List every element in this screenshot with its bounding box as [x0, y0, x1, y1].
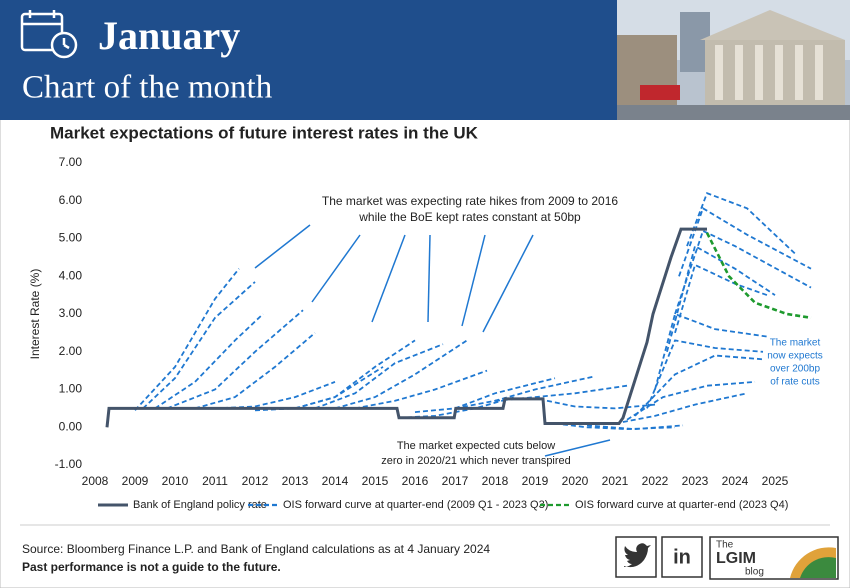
- x-tick-label: 2022: [642, 474, 669, 488]
- logo-umbrella: [800, 557, 836, 578]
- forward-curve: [142, 281, 256, 410]
- linkedin-text: in: [673, 546, 691, 568]
- logo-text: LGIM: [716, 550, 756, 567]
- annotation: of rate cuts: [770, 377, 819, 388]
- annotation: zero in 2020/21 which never transpired: [381, 455, 571, 467]
- x-tick-label: 2009: [122, 474, 149, 488]
- x-tick-label: 2024: [722, 474, 749, 488]
- forward-curve: [654, 312, 768, 390]
- x-tick-label: 2012: [242, 474, 269, 488]
- forward-curve: [634, 354, 764, 417]
- annotation: The market: [770, 338, 821, 349]
- x-tick-label: 2023: [682, 474, 709, 488]
- forward-curve: [586, 424, 684, 431]
- forward-curve: [166, 309, 304, 410]
- x-tick-label: 2021: [602, 474, 629, 488]
- annotation: The market was expecting rate hikes from…: [322, 194, 618, 208]
- source: Source: Bloomberg Finance L.P. and Bank …: [22, 542, 490, 556]
- y-tick-label: 3.00: [59, 306, 83, 320]
- x-tick-label: 2013: [282, 474, 309, 488]
- x-tick-label: 2016: [402, 474, 429, 488]
- linkedin-icon[interactable]: [661, 536, 703, 578]
- x-tick-label: 2010: [162, 474, 189, 488]
- x-tick-label: 2015: [362, 474, 389, 488]
- y-tick-label: 6.00: [59, 193, 83, 207]
- forward-curve: [546, 399, 656, 410]
- logo-text: blog: [745, 567, 764, 578]
- forward-curve: [674, 229, 812, 315]
- forward-curve: [686, 192, 796, 255]
- forward-curve: [626, 381, 756, 421]
- forward-curve: [354, 369, 488, 410]
- annotation-arrows: [254, 224, 611, 457]
- calendar-icon: [20, 10, 78, 59]
- annotation: while the BoE kept rates constant at 50b…: [358, 210, 581, 224]
- y-tick-label: 5.00: [59, 231, 83, 245]
- forward-curve: [674, 263, 768, 334]
- forward-curve: [454, 375, 596, 410]
- policy-rate-line: [105, 227, 707, 428]
- legend-label: OIS forward curve at quarter-end (2023 Q…: [575, 499, 788, 511]
- forward-curve: [666, 244, 776, 353]
- x-tick-label: 2008: [82, 474, 109, 488]
- y-tick-label: 0.00: [59, 419, 83, 433]
- forward-curve: [414, 377, 556, 413]
- y-tick-label: 2.00: [59, 344, 83, 358]
- annotation: now expects: [767, 351, 823, 362]
- annotation: The market expected cuts below: [397, 440, 555, 452]
- forward-curve: [678, 206, 812, 277]
- y-tick-label: 4.00: [59, 268, 83, 282]
- y-tick-label: 7.00: [59, 155, 83, 169]
- header-subtitle: Chart of the month: [22, 70, 273, 106]
- x-tick-label: 2011: [202, 474, 228, 488]
- legend-label: Bank of England policy rate: [133, 499, 267, 511]
- y-axis-title: Interest Rate (%): [28, 269, 42, 360]
- x-tick-label: 2014: [322, 474, 349, 488]
- x-tick-label: 2020: [562, 474, 589, 488]
- forward-curve: [194, 332, 316, 410]
- x-tick-label: 2025: [762, 474, 789, 488]
- twitter-glyph: [624, 543, 651, 568]
- forward-curve: [614, 392, 748, 425]
- header-band: [0, 0, 617, 120]
- logo-text: The: [716, 540, 734, 551]
- forward-curve: [334, 339, 468, 410]
- legend-label: OIS forward curve at quarter-end (2009 Q…: [283, 499, 548, 511]
- disclaimer: Past performance is not a guide to the f…: [22, 560, 281, 574]
- y-tick-label: -1.00: [55, 457, 83, 471]
- x-tick-label: 2017: [442, 474, 469, 488]
- chart-title: Market expectations of future interest r…: [50, 123, 479, 142]
- forward-curve: [134, 268, 240, 411]
- forward-curve: [314, 343, 444, 410]
- x-tick-label: 2019: [522, 474, 549, 488]
- header-title: January: [98, 13, 240, 58]
- forward-curve: [646, 339, 764, 409]
- annotation: over 200bp: [770, 364, 820, 375]
- forward-curve: [294, 339, 416, 410]
- y-tick-label: 1.00: [59, 382, 83, 396]
- x-tick-label: 2018: [482, 474, 509, 488]
- header-photo: [617, 0, 850, 120]
- latest-curve: [705, 232, 812, 320]
- forward-curve: [154, 313, 264, 410]
